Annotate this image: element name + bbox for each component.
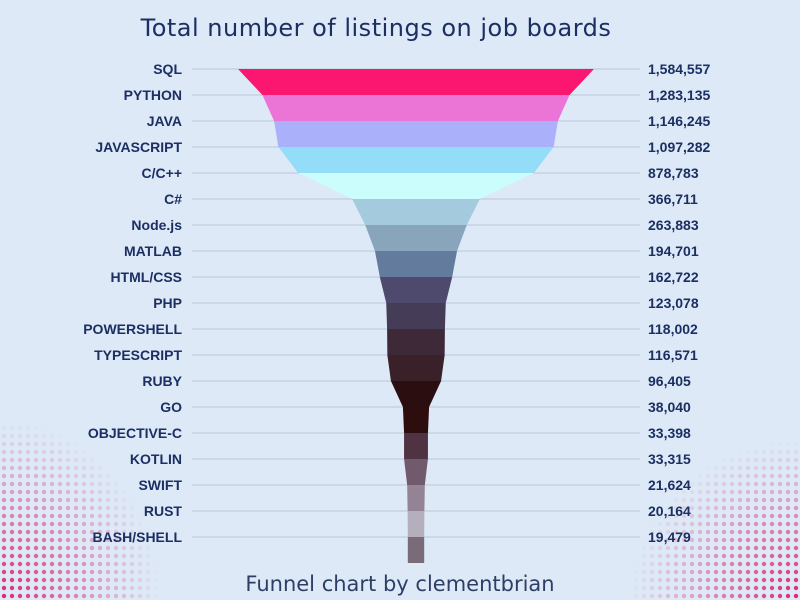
value-label: 1,283,135 [648,87,710,103]
value-label: 33,398 [648,425,691,441]
category-label: KOTLIN [130,451,182,467]
category-label: MATLAB [124,243,182,259]
category-label: JAVA [147,113,182,129]
category-label: OBJECTIVE-C [88,425,182,441]
value-label: 366,711 [648,191,698,207]
funnel-segment [238,69,594,95]
category-label: PYTHON [124,87,182,103]
funnel-segment [298,173,534,199]
category-label: Node.js [131,217,182,233]
dot-pattern-left [0,420,160,600]
dot-pattern-right [630,440,800,600]
funnel-segment [390,381,442,407]
funnel-segment [386,303,446,329]
value-label: 19,479 [648,529,691,545]
value-label: 1,584,557 [648,61,710,77]
category-label: HTML/CSS [110,269,182,285]
value-label: 194,701 [648,243,699,259]
category-label: C# [164,191,182,207]
funnel-segment [407,511,425,537]
funnel-segment [387,329,445,355]
funnel-segment [278,147,554,173]
funnel-segment [404,459,428,485]
category-label: RUST [144,503,183,519]
funnel-segment [274,121,558,147]
category-label: TYPESCRIPT [94,347,182,363]
funnel-segment [407,537,425,563]
chart-title: Total number of listings on job boards [140,14,612,42]
category-label: SWIFT [138,477,182,493]
category-label: SQL [153,61,182,77]
value-label: 118,002 [648,321,698,337]
value-label: 1,146,245 [648,113,710,129]
chart-caption: Funnel chart by clementbrian [245,572,555,596]
funnel-segment [365,225,467,251]
value-label: 20,164 [648,503,691,519]
value-label: 1,097,282 [648,139,710,155]
category-label: PHP [153,295,182,311]
category-label: GO [160,399,182,415]
category-label: POWERSHELL [83,321,182,337]
funnel-segment [387,355,445,381]
funnel-segment [402,407,430,433]
category-label: RUBY [142,373,182,389]
category-label: C/C++ [142,165,182,181]
funnel-segment [407,485,425,511]
value-label: 162,722 [648,269,699,285]
funnel-segment [262,95,570,121]
value-label: 21,624 [648,477,691,493]
value-label: 116,571 [648,347,698,363]
category-label: JAVASCRIPT [95,139,182,155]
value-label: 263,883 [648,217,699,233]
funnel-segment [352,199,480,225]
funnel-segment [379,277,453,303]
value-label: 878,783 [648,165,699,181]
category-label: BASH/SHELL [93,529,183,545]
value-label: 96,405 [648,373,691,389]
value-label: 33,315 [648,451,691,467]
funnel-segment [374,251,458,277]
funnel-segment [404,433,428,459]
value-label: 123,078 [648,295,699,311]
value-label: 38,040 [648,399,691,415]
